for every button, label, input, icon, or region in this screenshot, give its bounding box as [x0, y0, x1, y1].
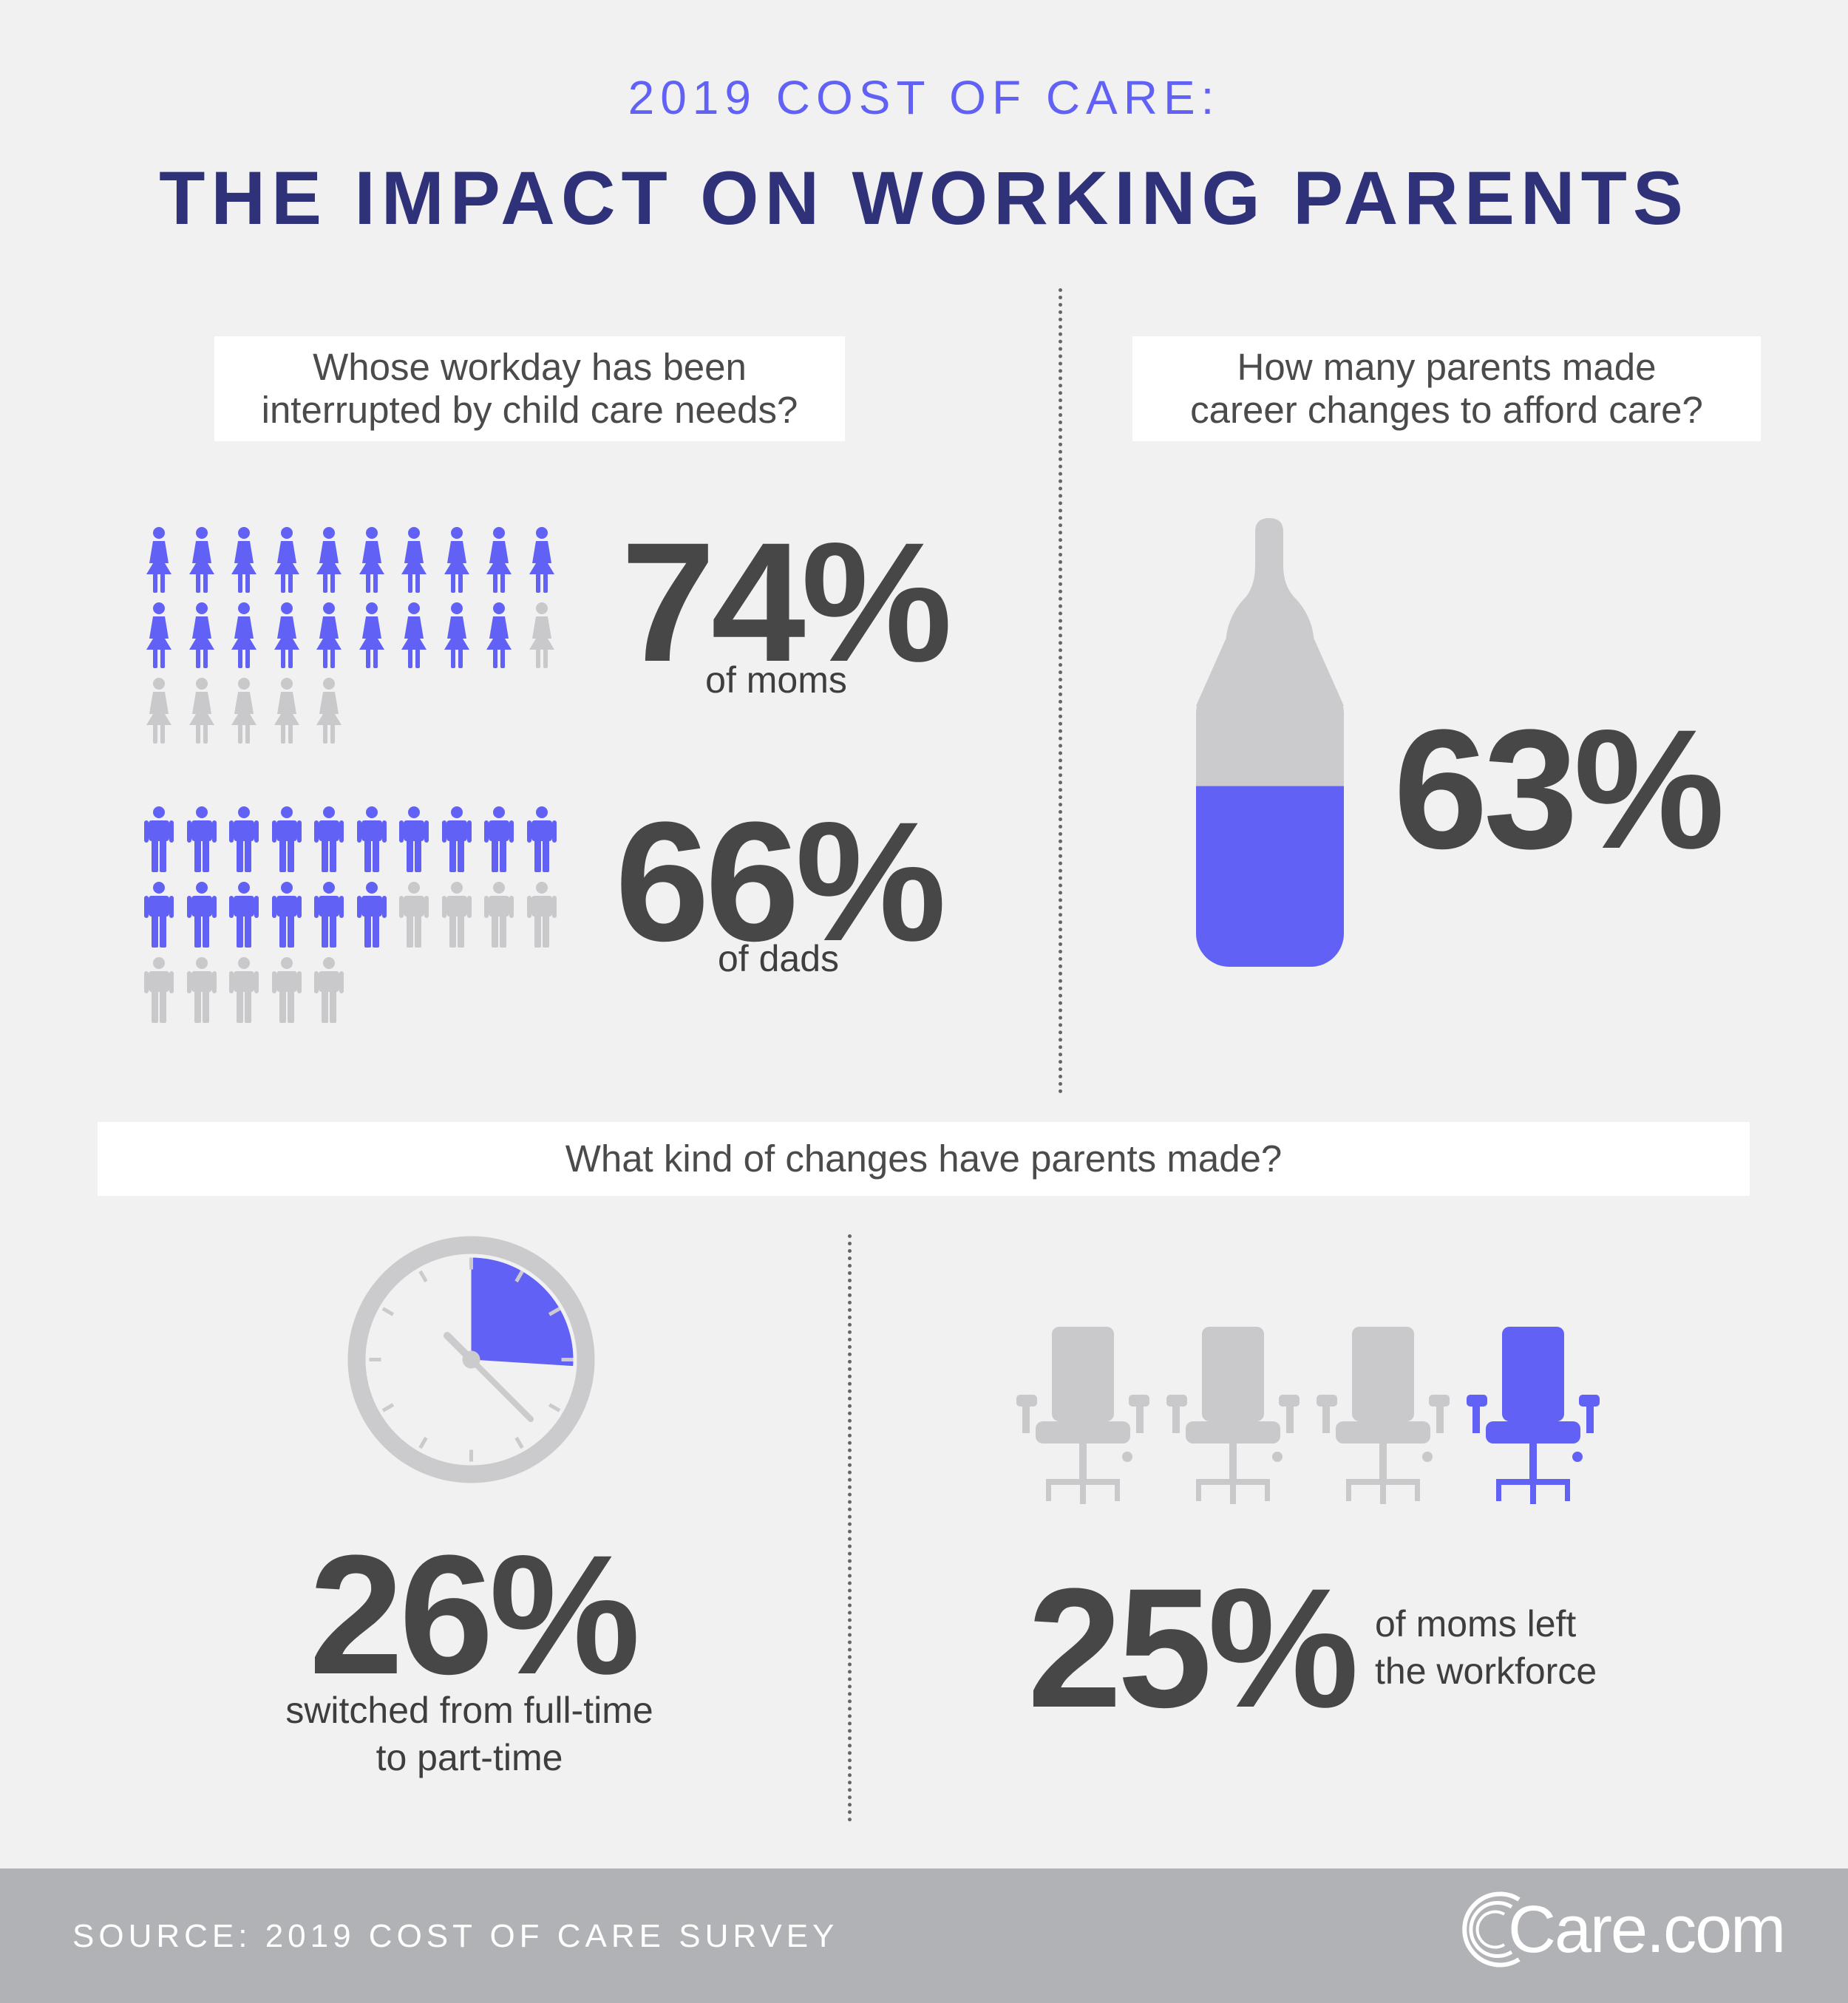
woman-icon-filled [401, 602, 427, 668]
woman-icon-filled [231, 527, 257, 593]
man-icon-filled [186, 806, 217, 872]
man-icon-filled [144, 882, 174, 948]
woman-icon-empty [188, 678, 214, 744]
man-icon-empty [186, 957, 217, 1023]
clock-tick [418, 1270, 428, 1283]
woman-icon-filled [401, 527, 427, 593]
moms-percent: 74% [621, 507, 952, 697]
woman-icon-filled [444, 602, 469, 668]
office-chair-icon-empty [1166, 1327, 1300, 1504]
clock-minute-hand [468, 1356, 534, 1422]
man-icon-filled [314, 882, 344, 948]
footer-source: SOURCE: 2019 COST OF CARE SURVEY [72, 1918, 839, 1954]
clock-fill-wedge [471, 1257, 574, 1367]
man-icon-filled [229, 882, 259, 948]
man-icon-empty [144, 957, 174, 1023]
moms-icon-grid [144, 526, 573, 748]
woman-icon-filled [188, 602, 214, 668]
clock-tick [381, 1307, 395, 1316]
man-icon-empty [484, 882, 514, 948]
baby-bottle-icon [1196, 518, 1344, 967]
man-icon-filled [271, 882, 302, 948]
office-chair-icon-empty [1317, 1327, 1450, 1504]
woman-icon-filled [146, 527, 171, 593]
man-icon-filled [356, 806, 387, 872]
woman-icon-empty [529, 602, 554, 668]
part-time-caption-line1: switched from full-time [285, 1690, 653, 1731]
woman-icon-filled [444, 527, 469, 593]
woman-icon-filled [146, 602, 171, 668]
clock-tick [418, 1436, 428, 1449]
man-icon-filled [271, 806, 302, 872]
man-icon-filled [441, 806, 472, 872]
woman-icon-filled [316, 527, 342, 593]
bottle-fill [1196, 786, 1344, 967]
man-icon-filled [526, 806, 557, 872]
dads-caption: of dads [717, 938, 839, 979]
career-question-line2: career changes to afford care? [1190, 389, 1703, 431]
clock-tick [548, 1307, 561, 1316]
woman-icon-filled [486, 602, 512, 668]
woman-icon-empty [316, 678, 342, 744]
clock-tick [548, 1403, 561, 1412]
woman-icon-empty [146, 678, 171, 744]
man-icon-empty [399, 882, 429, 948]
footer-bar [0, 1868, 1848, 2003]
workforce-percent: 25% [1027, 1553, 1359, 1743]
chairs-row [1016, 1327, 1608, 1511]
workday-question-line1: Whose workday has been [313, 346, 747, 388]
clock-tick [514, 1270, 524, 1283]
workforce-caption: of moms left the workforce [1375, 1600, 1685, 1695]
dads-percent: 66% [615, 786, 946, 976]
clock-icon [347, 1236, 595, 1483]
man-icon-filled [484, 806, 514, 872]
page-title: THE IMPACT ON WORKING PARENTS [159, 156, 1689, 240]
man-icon-empty [314, 957, 344, 1023]
career-question-box: How many parents made career changes to … [1132, 336, 1761, 441]
woman-icon-empty [274, 678, 299, 744]
workday-question-box: Whose workday has been interrupted by ch… [214, 336, 845, 441]
clock-tick [514, 1436, 524, 1449]
workforce-caption-line1: of moms left [1375, 1603, 1577, 1645]
man-icon-filled [314, 806, 344, 872]
woman-icon-filled [486, 527, 512, 593]
changes-question-box: What kind of changes have parents made? [98, 1122, 1750, 1196]
man-icon-empty [271, 957, 302, 1023]
man-icon-empty [229, 957, 259, 1023]
bottom-divider [848, 1234, 852, 1822]
dads-icon-grid [144, 806, 573, 1027]
changes-question: What kind of changes have parents made? [565, 1137, 1283, 1180]
career-percent: 63% [1393, 694, 1725, 884]
woman-icon-empty [231, 678, 257, 744]
woman-icon-filled [529, 527, 554, 593]
career-question-line1: How many parents made [1237, 346, 1657, 388]
office-chair-icon-empty [1016, 1327, 1149, 1504]
part-time-caption-line2: to part-time [376, 1737, 563, 1778]
moms-caption: of moms [705, 659, 847, 701]
man-icon-filled [144, 806, 174, 872]
woman-icon-filled [274, 602, 299, 668]
workforce-caption-line2: the workforce [1375, 1650, 1597, 1692]
man-icon-filled [229, 806, 259, 872]
office-chair-icon-filled [1467, 1327, 1600, 1504]
clock-tick [381, 1403, 395, 1412]
man-icon-filled [399, 806, 429, 872]
workday-question-line2: interrupted by child care needs? [261, 389, 798, 431]
woman-icon-filled [316, 602, 342, 668]
woman-icon-filled [231, 602, 257, 668]
top-divider [1059, 288, 1062, 1094]
man-icon-filled [186, 882, 217, 948]
woman-icon-filled [359, 527, 384, 593]
care-logo-icon [1462, 1891, 1521, 1968]
woman-icon-filled [188, 527, 214, 593]
part-time-caption: switched from full-time to part-time [237, 1687, 702, 1781]
man-icon-filled [356, 882, 387, 948]
part-time-percent: 26% [309, 1520, 640, 1710]
man-icon-empty [526, 882, 557, 948]
header-subtitle: 2019 COST OF CARE: [628, 71, 1220, 124]
man-icon-empty [441, 882, 472, 948]
woman-icon-filled [359, 602, 384, 668]
care-logo-text: Care.com [1508, 1893, 1786, 1967]
woman-icon-filled [274, 527, 299, 593]
